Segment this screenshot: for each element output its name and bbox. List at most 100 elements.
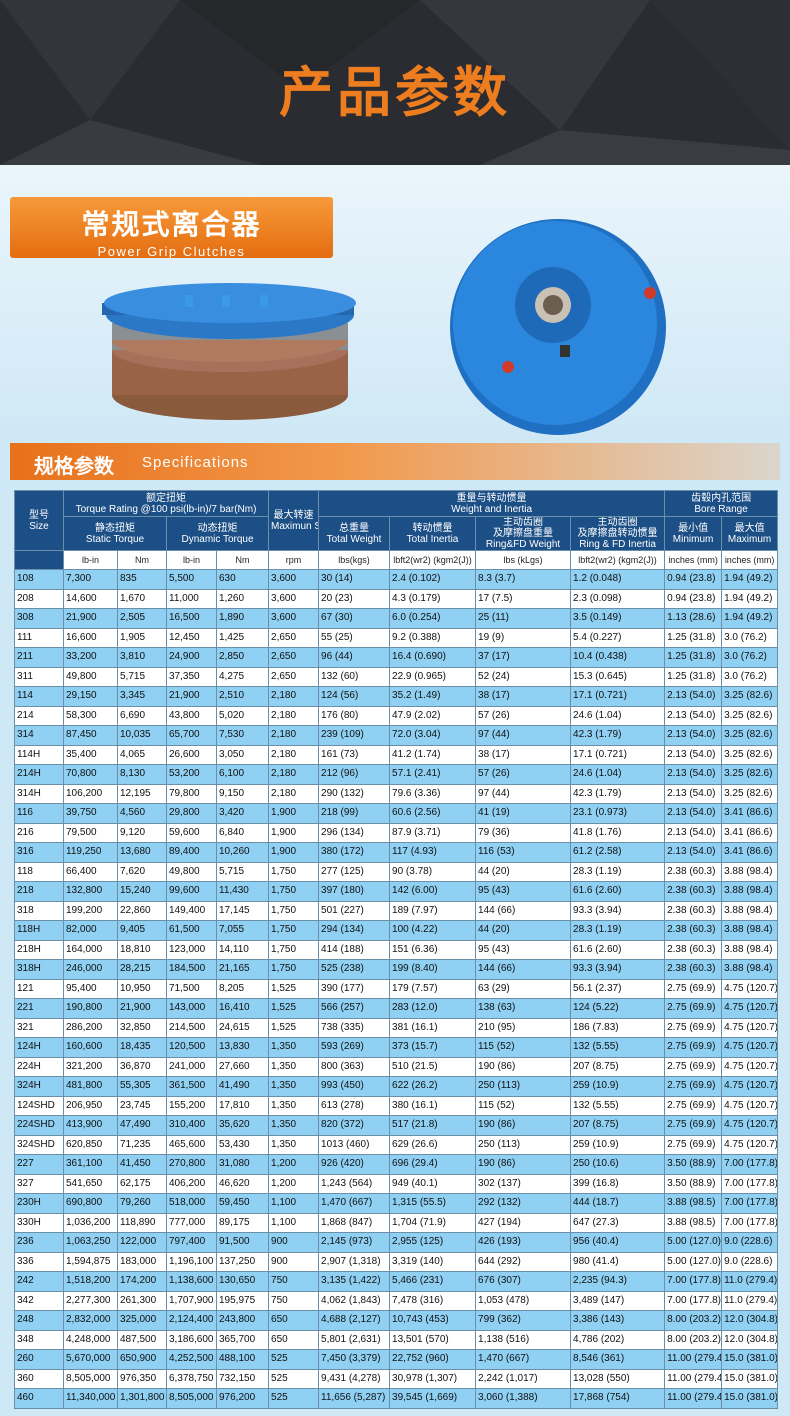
value-cell: 11,656 (5,287) (318, 1388, 391, 1409)
value-cell: 15,240 (117, 881, 167, 902)
size-cell: 318 (14, 900, 64, 921)
table-row: 124SHD 206,950 23,745 155,200 17,810 1,350 613… (14, 1095, 779, 1116)
value-cell: 0.94 (23.8) (664, 588, 723, 609)
value-cell: 3.5 (0.149) (570, 608, 666, 629)
table-row: 227 361,100 41,450 270,800 31,080 1,200 926 (4… (14, 1154, 779, 1175)
value-cell: 21,165 (215, 959, 270, 980)
value-cell: 900 (268, 1251, 320, 1272)
value-cell: 1,707,900 (166, 1290, 217, 1311)
value-cell: 2.75 (69.9) (664, 998, 723, 1019)
value-cell: 246,000 (63, 959, 118, 980)
value-cell: 250 (10.6) (570, 1154, 666, 1175)
value-cell: 120,500 (166, 1037, 217, 1058)
value-cell: 1,900 (268, 842, 320, 863)
value-cell: 24.6 (1.04) (570, 764, 666, 785)
value-cell: 49,800 (166, 861, 217, 882)
table-row: 260 5,670,000 650,900 4,252,500 488,100 525 7,… (14, 1349, 779, 1370)
value-cell: 8,205 (215, 978, 270, 999)
header-line: Weight and Inertia (451, 503, 533, 515)
table-row: 342 2,277,300 261,300 1,707,900 195,975 750 4,… (14, 1290, 779, 1311)
value-cell: 3.25 (82.6) (721, 744, 779, 765)
value-cell: 59,600 (166, 822, 217, 843)
value-cell: 12,195 (117, 783, 167, 804)
value-cell: 119,250 (63, 842, 118, 863)
value-cell: 3.25 (82.6) (721, 686, 779, 707)
value-cell: 15.0 (381.0) (721, 1368, 779, 1389)
value-cell: 541,650 (63, 1173, 118, 1194)
value-cell: 2.13 (54.0) (664, 803, 723, 824)
size-cell: 248 (14, 1310, 64, 1331)
value-cell: 518,000 (166, 1193, 217, 1214)
value-cell: 14,600 (63, 588, 118, 609)
value-cell: 35,400 (63, 744, 118, 765)
value-cell: 53,200 (166, 764, 217, 785)
value-cell: 2,235 (94.3) (570, 1271, 666, 1292)
value-cell: 8.00 (203.2) (664, 1329, 723, 1350)
unit-cell: lb-in (63, 550, 118, 570)
value-cell: 1,053 (478) (475, 1290, 572, 1311)
value-cell: 132 (5.55) (570, 1095, 666, 1116)
value-cell: 207 (8.75) (570, 1115, 666, 1136)
value-cell: 1,890 (215, 608, 270, 629)
value-cell: 2,180 (268, 764, 320, 785)
value-cell: 1.25 (31.8) (664, 666, 723, 687)
value-cell: 426 (193) (475, 1232, 572, 1253)
size-cell: 214H (14, 764, 64, 785)
value-cell: 10,950 (117, 978, 167, 999)
value-cell: 142 (6.00) (389, 881, 477, 902)
header-line: Torque Rating @100 psi(lb-in)/7 bar(Nm) (75, 503, 257, 515)
value-cell: 79,800 (166, 783, 217, 804)
value-cell: 4.75 (120.7) (721, 1134, 779, 1155)
header-line: 最大转速 (273, 509, 314, 521)
value-cell: 61.6 (2.60) (570, 939, 666, 960)
value-cell: 87,450 (63, 725, 118, 746)
value-cell: 465,600 (166, 1134, 217, 1155)
header-line: Total Weight (326, 533, 382, 545)
value-cell: 8,505,000 (166, 1388, 217, 1409)
value-cell: 17 (7.5) (475, 588, 572, 609)
value-cell: 1,750 (268, 959, 320, 980)
header-line: Total Inertia (406, 533, 459, 545)
value-cell: 1,200 (268, 1154, 320, 1175)
value-cell: 30,978 (1,307) (389, 1368, 477, 1389)
value-cell: 44 (20) (475, 920, 572, 941)
value-cell: 207 (8.75) (570, 1056, 666, 1077)
value-cell: 949 (40.1) (389, 1173, 477, 1194)
value-cell: 9.2 (0.388) (389, 627, 477, 648)
value-cell: 89,175 (215, 1212, 270, 1233)
header-cell: 静态扭矩 Static Torque (63, 516, 167, 551)
size-cell: 336 (14, 1251, 64, 1272)
specs-title: 规格参数 (34, 456, 114, 478)
unit-cell: lbft2(wr2) (kgm2(J)) (389, 550, 477, 570)
size-cell: 121 (14, 978, 64, 999)
table-row: 324H 481,800 55,305 361,500 41,490 1,350 993 (… (14, 1076, 779, 1097)
value-cell: 2,850 (215, 647, 270, 668)
value-cell: 138 (63) (475, 998, 572, 1019)
value-cell: 149,400 (166, 900, 217, 921)
value-cell: 525 (268, 1388, 320, 1409)
value-cell: 2.38 (60.3) (664, 939, 723, 960)
value-cell: 1,750 (268, 881, 320, 902)
value-cell: 190 (86) (475, 1154, 572, 1175)
header-band: 产品参数 (0, 0, 790, 165)
table-row: 316 119,250 13,680 89,400 10,260 1,900 380 (17… (14, 842, 779, 863)
value-cell: 259 (10.9) (570, 1076, 666, 1097)
value-cell: 2.3 (0.098) (570, 588, 666, 609)
value-cell: 212 (96) (318, 764, 391, 785)
value-cell: 525 (268, 1368, 320, 1389)
value-cell: 100 (4.22) (389, 920, 477, 941)
value-cell: 95,400 (63, 978, 118, 999)
size-cell: 348 (14, 1329, 64, 1350)
value-cell: 738 (335) (318, 1017, 391, 1038)
value-cell: 2.13 (54.0) (664, 744, 723, 765)
value-cell: 292 (132) (475, 1193, 572, 1214)
value-cell: 9,431 (4,278) (318, 1368, 391, 1389)
size-cell: 218H (14, 939, 64, 960)
value-cell: 2.38 (60.3) (664, 920, 723, 941)
value-cell: 39,545 (1,669) (389, 1388, 477, 1409)
unit-cell: Nm (215, 550, 270, 570)
table-row: 327 541,650 62,175 406,200 46,620 1,200 1,243 … (14, 1173, 779, 1194)
value-cell: 2,650 (268, 666, 320, 687)
value-cell: 650 (268, 1329, 320, 1350)
